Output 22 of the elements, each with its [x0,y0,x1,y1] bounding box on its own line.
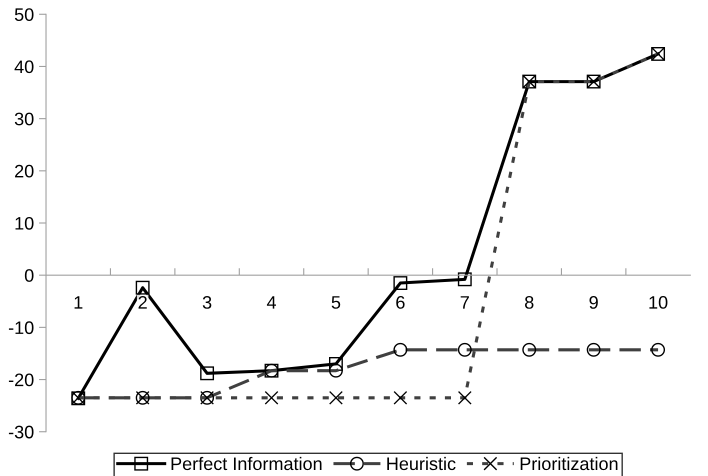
x-tick-label: 6 [396,296,405,309]
legend-label: Perfect Information [172,456,322,470]
y-tick-label: 40 [14,60,34,74]
y-tick-label: -20 [8,373,34,386]
y-tick-label: 50 [14,8,34,21]
x-tick-label: 9 [589,296,598,309]
y-tick-label: -30 [8,426,34,438]
y-tick-label: 20 [15,164,34,178]
x-tick-label: 3 [202,296,212,309]
x-tick-label: 7 [460,296,469,309]
x-tick-label: 8 [524,296,534,309]
y-tick-label: 30 [14,112,34,126]
legend-label: Prioritization [520,456,618,470]
y-tick-label: 10 [16,216,34,230]
x-tick-label: 4 [266,296,276,309]
x-tick-label: 10 [649,296,668,309]
y-tick-label: 0 [24,269,34,282]
y-tick-label: -10 [8,321,34,334]
x-tick-label: 2 [138,296,147,309]
x-tick-label: 5 [332,296,340,309]
x-tick-label: 1 [74,296,82,309]
legend-label: Heuristic [387,456,456,470]
